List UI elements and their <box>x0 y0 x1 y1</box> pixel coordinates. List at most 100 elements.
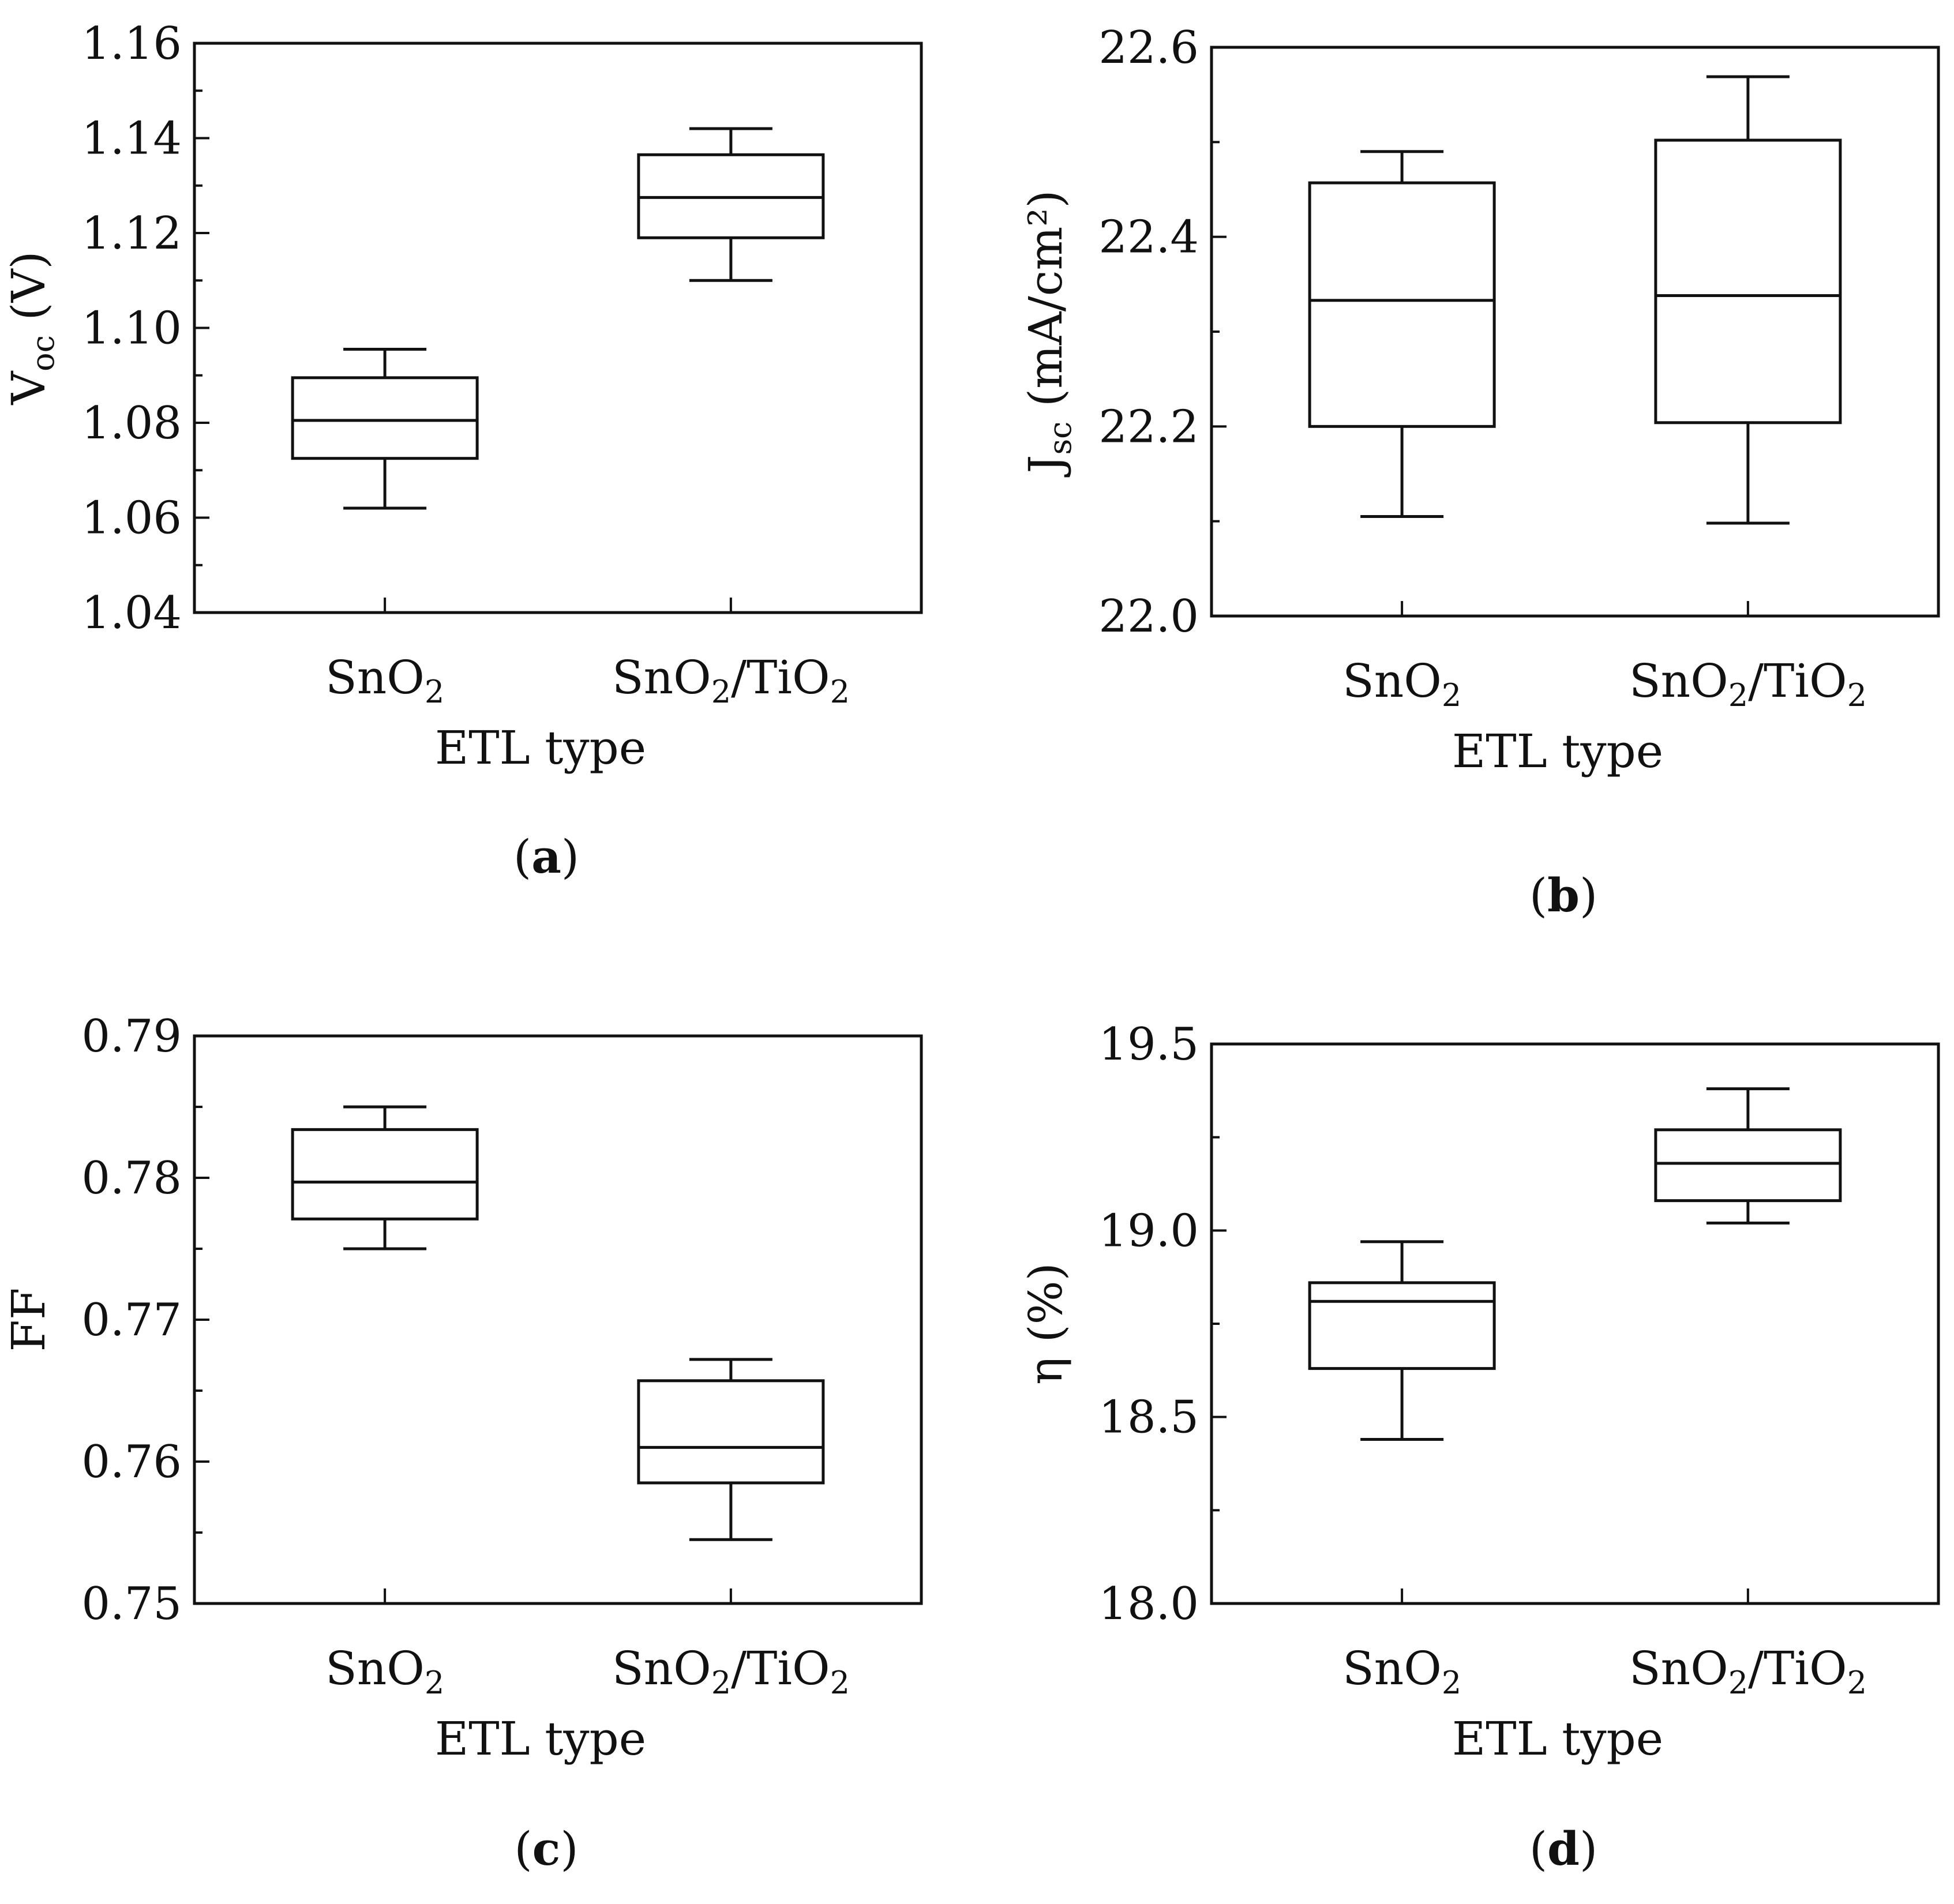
panel-label: (c) <box>514 1822 578 1876</box>
y-tick-label: 1.12 <box>81 208 182 260</box>
category-base-text: SnO <box>1629 1642 1728 1695</box>
box-SnO2/TiO2 <box>1654 1087 1842 1225</box>
y-tick-label: 0.78 <box>81 1152 182 1204</box>
category-base-text: SnO <box>1342 654 1442 708</box>
y-tick-label: 22.6 <box>1098 22 1199 74</box>
x-axis-title: ETL type <box>1452 1712 1663 1766</box>
y-tick-label: 1.08 <box>81 397 182 449</box>
category-subscript: 2 <box>1728 1665 1748 1701</box>
box-SnO2 <box>1308 1240 1496 1441</box>
y-tick-label: 18.0 <box>1098 1578 1199 1630</box>
panel-label-paren: ) <box>1580 869 1597 922</box>
y-tick-label: 0.77 <box>81 1294 182 1346</box>
y-tick-label: 22.4 <box>1098 212 1199 264</box>
category-mid-text: /TiO <box>731 651 830 704</box>
y-tick-label: 19.0 <box>1098 1205 1199 1257</box>
panel-label-letter: d <box>1547 1822 1580 1876</box>
y-tick-label: 0.75 <box>81 1578 182 1630</box>
panel-label: (b) <box>1529 868 1597 922</box>
y-tick-label: 1.14 <box>81 113 182 165</box>
x-category-label: SnO2/TiO2 <box>1629 654 1867 713</box>
category-subscript: 2 <box>830 1665 850 1701</box>
panel-label-letter: b <box>1547 868 1580 922</box>
category-subscript: 2 <box>711 674 731 710</box>
category-base-text: SnO <box>1629 654 1728 708</box>
iqr-box <box>1308 1281 1496 1370</box>
panel-label-paren: ) <box>1580 1822 1597 1876</box>
iqr-box <box>291 376 479 460</box>
category-subscript: 2 <box>1847 677 1867 713</box>
box-SnO2 <box>291 348 479 510</box>
x-axis-title: ETL type <box>435 721 646 775</box>
iqr-box <box>1654 1128 1842 1203</box>
panel-label-paren: ( <box>514 1822 532 1876</box>
y-title-subscript: sc <box>1042 422 1078 455</box>
y-title-subscript: oc <box>25 335 61 371</box>
y-title-unit: (mA/cm²) <box>1019 190 1072 421</box>
category-subscript: 2 <box>1442 1665 1461 1701</box>
x-category-label: SnO2 <box>325 651 444 710</box>
category-base-text: SnO <box>612 651 711 704</box>
y-tick-label: 1.06 <box>81 493 182 544</box>
category-base-text: SnO <box>325 651 425 704</box>
y-title-main: J <box>1019 455 1072 478</box>
box-SnO2 <box>1308 150 1496 518</box>
y-title-unit: (V) <box>2 251 55 335</box>
category-subscript: 2 <box>425 674 444 710</box>
panel-label: (a) <box>513 829 579 884</box>
y-tick-label: 1.16 <box>81 18 182 70</box>
panel-label-paren: ( <box>1529 1822 1547 1876</box>
category-base-text: SnO <box>1342 1642 1442 1695</box>
category-subscript: 2 <box>830 674 850 710</box>
y-tick-label: 19.5 <box>1098 1019 1199 1071</box>
x-category-label: SnO2/TiO2 <box>1629 1642 1867 1701</box>
x-axis-title: ETL type <box>435 1712 646 1766</box>
plot-frame <box>193 1034 923 1605</box>
y-tick-label: 22.0 <box>1098 591 1199 643</box>
panel-label-paren: ) <box>561 830 579 884</box>
y-tick-label: 1.04 <box>81 587 182 639</box>
category-subscript: 2 <box>1847 1665 1867 1701</box>
panel-label-letter: c <box>532 1822 561 1876</box>
panel-label-letter: a <box>531 829 561 884</box>
panel-label-paren: ) <box>560 1822 578 1876</box>
x-axis-title: ETL type <box>1452 724 1663 778</box>
y-title-main: V <box>2 371 55 405</box>
box-SnO2/TiO2 <box>637 127 825 282</box>
y-title-main: FF <box>2 1287 55 1351</box>
x-category-label: SnO2 <box>1342 654 1461 713</box>
category-mid-text: /TiO <box>1748 654 1847 708</box>
y-tick-label: 0.79 <box>81 1011 182 1062</box>
panel-label: (d) <box>1529 1822 1597 1876</box>
y-axis-title: η (%) <box>1019 1263 1072 1385</box>
category-subscript: 2 <box>1728 677 1748 713</box>
box-SnO2 <box>291 1105 479 1250</box>
y-tick-label: 18.5 <box>1098 1392 1199 1444</box>
y-tick-label: 22.2 <box>1098 401 1199 453</box>
plot-frame <box>193 42 923 614</box>
iqr-box <box>291 1128 479 1220</box>
x-category-label: SnO2/TiO2 <box>612 1642 850 1701</box>
y-tick-label: 0.76 <box>81 1436 182 1488</box>
y-axis-title: Voc (V) <box>2 251 61 405</box>
category-subscript: 2 <box>425 1665 444 1701</box>
category-base-text: SnO <box>612 1642 711 1695</box>
category-subscript: 2 <box>1442 677 1461 713</box>
y-axis-title: FF <box>2 1287 55 1351</box>
category-mid-text: /TiO <box>1748 1642 1847 1695</box>
category-subscript: 2 <box>711 1665 731 1701</box>
x-category-label: SnO2 <box>1342 1642 1461 1701</box>
y-axis-title: Jsc (mA/cm²) <box>1019 190 1078 477</box>
iqr-box <box>637 1379 825 1485</box>
y-title-main: η (%) <box>1019 1263 1072 1385</box>
panel-label-paren: ( <box>1529 869 1547 922</box>
x-category-label: SnO2 <box>325 1642 444 1701</box>
y-tick-label: 1.10 <box>81 303 182 355</box>
box-SnO2/TiO2 <box>1654 75 1842 525</box>
category-base-text: SnO <box>325 1642 425 1695</box>
box-SnO2/TiO2 <box>637 1358 825 1541</box>
